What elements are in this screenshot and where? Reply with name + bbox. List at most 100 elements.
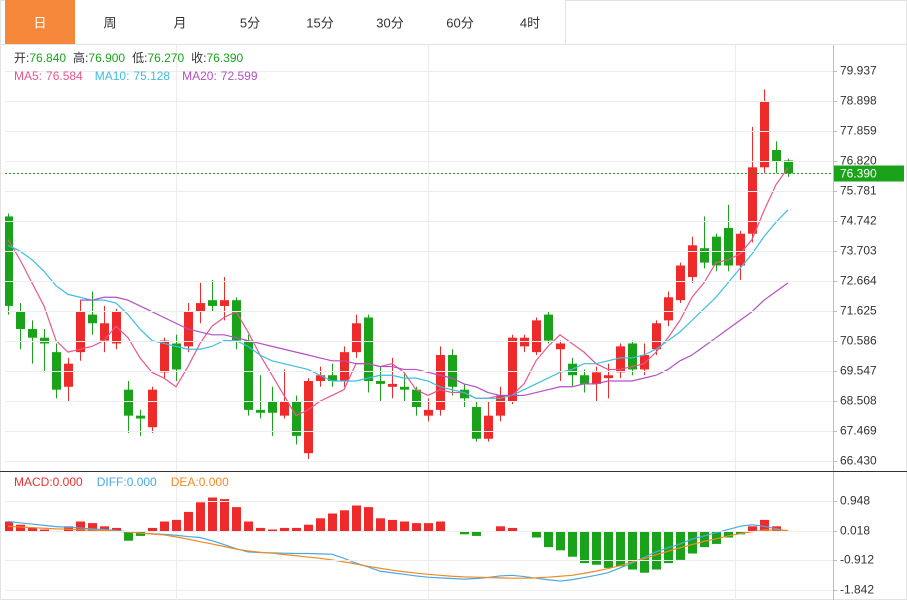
- y-tick-label: 79.937: [840, 64, 877, 78]
- candle-body: [280, 401, 289, 416]
- tab[interactable]: [355, 0, 425, 44]
- y-tick-label: 66.430: [840, 454, 877, 468]
- candle-body: [268, 401, 277, 413]
- candle-body: [472, 406, 481, 439]
- candle-body: [532, 320, 541, 353]
- macd-bar: [232, 507, 241, 532]
- tab-label[interactable]: 60分: [446, 15, 473, 30]
- macd-bar: [652, 531, 661, 570]
- candle-body: [76, 311, 85, 353]
- candle-body: [16, 311, 25, 330]
- tab[interactable]: [425, 0, 495, 44]
- macd-bar: [508, 527, 517, 532]
- macd-bar: [148, 527, 157, 532]
- y-tick-label: 67.469: [840, 424, 877, 438]
- macd-bar: [184, 511, 193, 532]
- macd-bar: [76, 521, 85, 532]
- macd-bar: [328, 513, 337, 532]
- candle-body: [28, 329, 37, 338]
- macd-bar: [568, 531, 577, 557]
- info-name: 低:: [132, 51, 147, 65]
- legend-value: 76.584: [46, 69, 83, 83]
- macd-bar: [268, 529, 277, 532]
- candle-body: [580, 375, 589, 384]
- info-name: 开:: [14, 51, 29, 65]
- tab-label[interactable]: 4时: [520, 15, 540, 30]
- tab-label[interactable]: 日: [33, 15, 46, 30]
- candle-body: [412, 389, 421, 407]
- candle-body: [292, 401, 301, 436]
- candle-body: [256, 409, 265, 413]
- info-value: 76.270: [147, 51, 184, 65]
- macd-bar: [628, 531, 637, 570]
- candle-body: [172, 343, 181, 370]
- info-value: 76.390: [206, 51, 243, 65]
- macd-bar: [676, 531, 685, 560]
- macd-bar: [244, 521, 253, 532]
- macd-bar: [424, 523, 433, 532]
- candle-body: [556, 343, 565, 350]
- macd-bar: [400, 521, 409, 532]
- tab[interactable]: [495, 0, 565, 44]
- tab-label[interactable]: 周: [103, 15, 116, 30]
- tab-label[interactable]: 月: [173, 15, 186, 30]
- candle-body: [640, 355, 649, 370]
- candle-body: [400, 386, 409, 390]
- macd-bar: [640, 531, 649, 573]
- candle-body: [304, 381, 313, 454]
- tab[interactable]: [285, 0, 355, 44]
- macd-line: [7, 525, 789, 579]
- candle-body: [136, 415, 145, 419]
- candle-body: [376, 381, 385, 384]
- candle-body: [784, 160, 793, 174]
- tab-label[interactable]: 30分: [376, 15, 403, 30]
- ma-line: [80, 282, 789, 397]
- candle-body: [352, 323, 361, 353]
- candle-body: [64, 363, 73, 387]
- candle-body: [5, 216, 13, 306]
- candle-body: [112, 311, 121, 344]
- macd-bar: [460, 531, 469, 535]
- tab[interactable]: [5, 0, 75, 44]
- macd-bar: [16, 524, 25, 532]
- macd-bar: [412, 523, 421, 532]
- legend-value: 0.000: [199, 475, 229, 489]
- candle-body: [124, 389, 133, 416]
- tab[interactable]: [145, 0, 215, 44]
- macd-bar: [556, 531, 565, 551]
- candle-body: [88, 314, 97, 324]
- candle-body: [208, 300, 217, 306]
- macd-bar: [208, 497, 217, 532]
- candle-body: [244, 340, 253, 410]
- macd-bar: [616, 531, 625, 567]
- macd-bar: [532, 531, 541, 538]
- macd-bar: [376, 518, 385, 532]
- macd-bar: [712, 531, 721, 544]
- tab[interactable]: [215, 0, 285, 44]
- macd-bar: [256, 527, 265, 532]
- y-tick-label: 72.664: [840, 274, 877, 288]
- y-tick-label: 71.625: [840, 304, 877, 318]
- info-name: 收:: [191, 51, 206, 65]
- macd-bar: [736, 531, 745, 535]
- candle-body: [340, 352, 349, 382]
- y-tick-label: -0.912: [840, 553, 874, 567]
- macd-bar: [748, 526, 757, 532]
- tab-label[interactable]: 5分: [240, 15, 260, 30]
- candle-body: [604, 375, 613, 379]
- macd-bar: [160, 521, 169, 532]
- tab-label[interactable]: 15分: [306, 15, 333, 30]
- candle-body: [196, 303, 205, 312]
- tab[interactable]: [75, 0, 145, 44]
- legend-name: DIFF:: [97, 475, 127, 489]
- y-tick-label: 0.018: [840, 524, 870, 538]
- y-tick-label: -1.842: [840, 583, 874, 597]
- candle-body: [676, 265, 685, 301]
- macd-bar: [592, 531, 601, 565]
- macd-bar: [124, 531, 133, 541]
- last-price-box: [834, 165, 904, 182]
- macd-bar: [700, 531, 709, 548]
- y-tick-label: 69.547: [840, 364, 877, 378]
